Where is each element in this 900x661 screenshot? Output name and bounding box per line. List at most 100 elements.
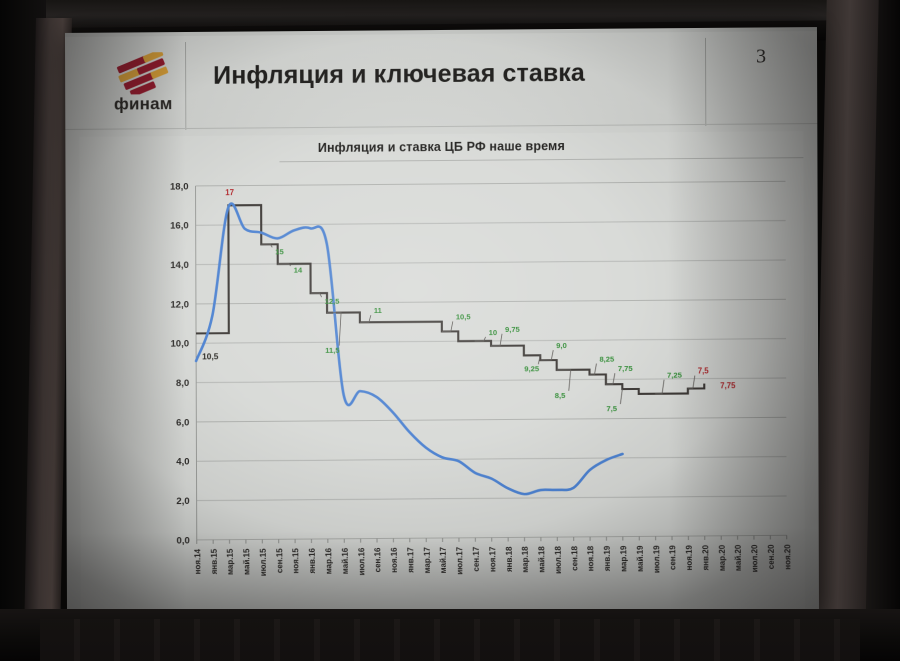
y-axis-tick-label: 0,0 bbox=[177, 535, 190, 546]
x-axis-tick-label: мар.17 bbox=[423, 547, 432, 574]
data-label: 7,25 bbox=[667, 371, 683, 380]
data-label: 9,25 bbox=[524, 364, 540, 373]
inflation-key-rate-line-chart: 0,0 2,0 4,0 6,0 8,0 10,0 12,0 14,0 16,0 18,0 ноя.1… bbox=[170, 180, 792, 576]
x-axis-tick-label: май.19 bbox=[636, 545, 645, 572]
x-axis-tick-label: май.17 bbox=[439, 546, 448, 573]
gridline bbox=[195, 180, 786, 187]
x-axis-tick-label: ноя.20 bbox=[783, 544, 792, 570]
x-axis-tick-label: июл.19 bbox=[652, 545, 661, 573]
annotation-leader-line bbox=[261, 243, 273, 248]
x-axis-tick-label: июл.18 bbox=[554, 546, 563, 574]
y-axis-tick-label: 14,0 bbox=[170, 260, 189, 271]
x-axis-tick-label: май.18 bbox=[537, 546, 546, 573]
x-axis-tick-label: ноя.14 bbox=[193, 548, 202, 574]
x-axis-tick-label: май.15 bbox=[242, 548, 251, 575]
data-label: 9,0 bbox=[556, 341, 567, 350]
data-label: 7,5 bbox=[698, 366, 710, 375]
annotation-leader-line bbox=[359, 315, 372, 323]
y-axis-tick-label: 6,0 bbox=[176, 417, 189, 428]
data-label: 15 bbox=[275, 247, 284, 256]
annotation-leader-line bbox=[310, 292, 322, 298]
slide-page-number: 3 bbox=[756, 45, 767, 68]
annotation-leader-line bbox=[589, 363, 597, 375]
data-label: 10,5 bbox=[456, 312, 472, 321]
data-label: 14 bbox=[294, 266, 303, 275]
data-label: 7,75 bbox=[720, 381, 736, 390]
gridline bbox=[195, 220, 786, 226]
gridline bbox=[195, 298, 786, 305]
data-label: 10,5 bbox=[202, 351, 219, 361]
x-axis-tick-label: сен.19 bbox=[668, 545, 677, 570]
annotation-leader-line bbox=[687, 375, 696, 389]
x-axis-tick-label: сен.18 bbox=[570, 545, 579, 570]
data-label: 7,75 bbox=[618, 364, 634, 373]
x-axis-tick-label: май.16 bbox=[341, 547, 350, 574]
data-label: 9,75 bbox=[505, 325, 521, 334]
finam-logo-wordmark: финам bbox=[113, 94, 173, 114]
x-axis-tick-label: сен.20 bbox=[767, 544, 776, 569]
x-axis-tick-label: ноя.18 bbox=[587, 545, 596, 571]
data-label: 8,5 bbox=[555, 391, 566, 400]
x-axis-tick-label: июл.15 bbox=[259, 548, 268, 576]
data-label: 12,5 bbox=[325, 297, 341, 306]
annotation-leader-line bbox=[540, 350, 554, 361]
x-axis-tick-label: мар.20 bbox=[718, 544, 727, 571]
x-axis-tick-label: янв.17 bbox=[406, 547, 415, 573]
y-axis-tick-label: 16,0 bbox=[170, 221, 189, 232]
x-axis-tick-label: июл.17 bbox=[455, 546, 464, 574]
data-label: 7,5 bbox=[606, 404, 617, 413]
annotation-leader-line bbox=[327, 312, 342, 346]
data-label: 11 bbox=[374, 306, 383, 315]
y-axis-tick-label: 2,0 bbox=[176, 496, 189, 507]
data-label: 10 bbox=[489, 328, 497, 337]
annotation-leader-line bbox=[441, 321, 454, 332]
annotation-leader-line bbox=[619, 389, 623, 405]
x-axis-tick-label: мар.18 bbox=[521, 546, 530, 573]
gridline bbox=[196, 495, 787, 502]
chart-top-rule bbox=[279, 157, 804, 163]
annotation-leader-line bbox=[474, 336, 487, 342]
x-axis-tick-label: янв.20 bbox=[701, 544, 710, 570]
data-label: 17 bbox=[225, 188, 234, 197]
annotation-leader-line bbox=[655, 379, 665, 395]
annotation-leader-line bbox=[277, 263, 292, 267]
annotation-leader-line bbox=[556, 369, 572, 391]
x-axis-tick-label: сен.16 bbox=[373, 547, 382, 572]
room-desk bbox=[40, 619, 860, 661]
presentation-slide: финам Инфляция и ключевая ставка 3 Инфля… bbox=[64, 27, 820, 623]
gridline bbox=[196, 416, 787, 423]
chart-title: Инфляция и ставка ЦБ РФ наше время bbox=[317, 139, 565, 155]
y-axis-tick-label: 4,0 bbox=[176, 457, 189, 468]
chart-card: Инфляция и ставка ЦБ РФ наше время 0,0 2,… bbox=[79, 131, 805, 615]
y-axis-tick-label: 18,0 bbox=[170, 181, 189, 192]
y-axis bbox=[195, 185, 198, 540]
projection-screen: финам Инфляция и ключевая ставка 3 Инфля… bbox=[64, 27, 820, 623]
data-label: 11,5 bbox=[325, 346, 340, 355]
x-axis-tick-label: июл.20 bbox=[750, 544, 759, 572]
x-axis-tick-label: мар.19 bbox=[619, 545, 628, 572]
x-axis-tick-label: ноя.15 bbox=[292, 548, 301, 574]
finam-logo: финам bbox=[101, 52, 185, 127]
x-axis-tick-label: ноя.19 bbox=[685, 544, 694, 570]
x-axis-tick-label: ноя.17 bbox=[488, 546, 497, 572]
gridline bbox=[196, 377, 787, 384]
x-axis-tick-label: сен.17 bbox=[472, 546, 481, 571]
slide-title: Инфляция и ключевая ставка bbox=[213, 58, 585, 90]
x-axis-tick-label: май.20 bbox=[734, 544, 743, 571]
annotation-leader-line bbox=[491, 333, 503, 347]
y-axis-tick-label: 8,0 bbox=[176, 378, 189, 389]
slide-header: финам Инфляция и ключевая ставка 3 bbox=[64, 31, 818, 131]
x-axis-tick-label: мар.16 bbox=[324, 547, 333, 574]
x-axis-tick-label: янв.16 bbox=[308, 547, 317, 573]
inflation-line bbox=[194, 202, 624, 496]
x-axis-tick-label: мар.15 bbox=[226, 548, 235, 575]
gridline bbox=[196, 456, 787, 462]
x-axis-tick-label: янв.15 bbox=[210, 548, 219, 574]
x-axis-tick-label: июл.16 bbox=[357, 547, 366, 575]
y-axis-tick-label: 12,0 bbox=[170, 299, 189, 310]
x-axis-tick-label: ноя.16 bbox=[390, 547, 399, 573]
data-label: 8,25 bbox=[599, 354, 615, 363]
finam-ribbon-logo-icon bbox=[116, 52, 169, 95]
annotation-leader-line bbox=[605, 373, 616, 385]
